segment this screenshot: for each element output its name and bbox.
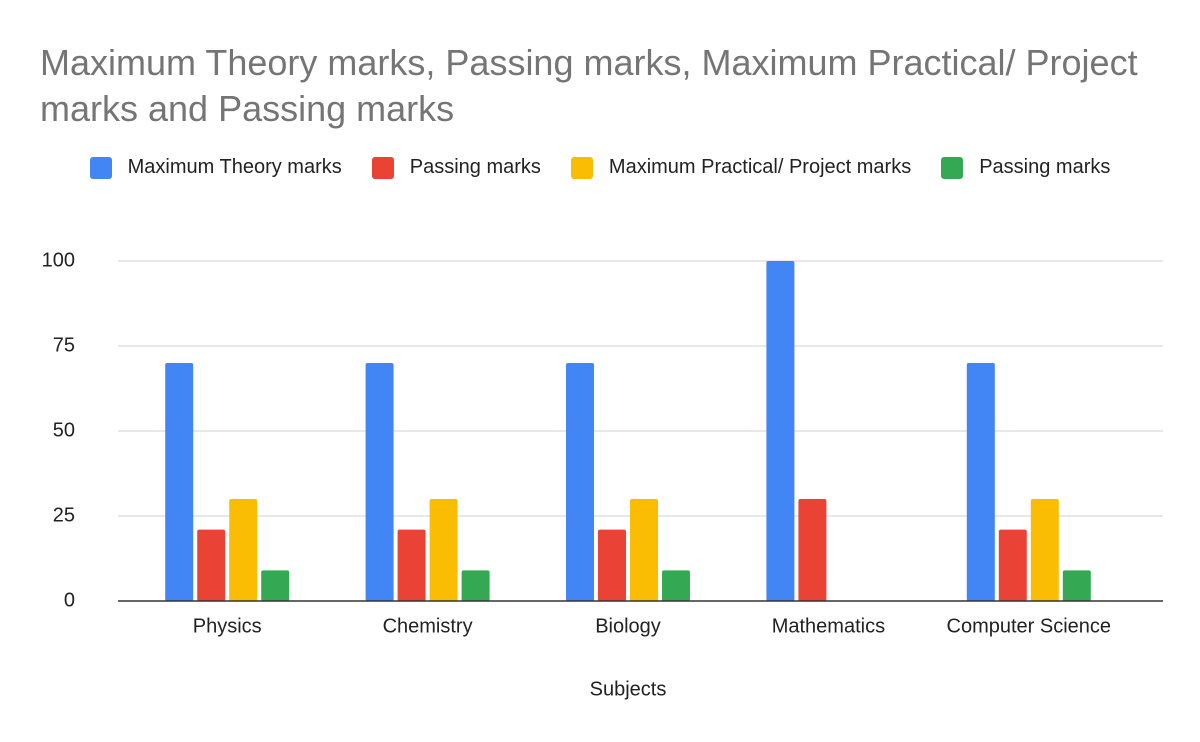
legend-swatch xyxy=(941,156,964,179)
bar xyxy=(365,363,394,601)
legend: Maximum Theory marks Passing marks Maximum… xyxy=(60,156,1140,179)
bar xyxy=(966,363,995,601)
x-tick-label: Mathematics xyxy=(772,615,885,637)
bar xyxy=(662,570,690,601)
bar xyxy=(397,529,426,601)
x-tick-label: Chemistry xyxy=(383,615,473,637)
bar xyxy=(165,363,194,601)
legend-label: Maximum Theory marks xyxy=(127,156,342,178)
x-tick-label: Biology xyxy=(595,615,661,637)
bar xyxy=(261,570,290,601)
y-tick-label: 25 xyxy=(53,504,75,526)
x-axis-title: Subjects xyxy=(590,678,667,700)
legend-swatch xyxy=(570,156,593,179)
x-tick-label: Physics xyxy=(193,615,262,637)
bar xyxy=(998,529,1027,601)
y-tick-label: 75 xyxy=(53,334,75,356)
bar xyxy=(630,499,658,601)
bar xyxy=(766,261,795,601)
bar xyxy=(197,529,226,601)
legend-item: Passing marks xyxy=(941,156,1110,179)
bar xyxy=(566,363,594,601)
bar xyxy=(461,570,490,601)
bar xyxy=(798,499,827,601)
x-tick-label: Computer Science xyxy=(947,615,1112,637)
bar xyxy=(1030,499,1059,601)
y-tick-label: 50 xyxy=(53,419,75,441)
legend-label: Passing marks xyxy=(409,156,541,178)
legend-item: Maximum Practical/ Project marks xyxy=(570,156,912,179)
legend-label: Maximum Practical/ Project marks xyxy=(608,156,912,178)
legend-item: Passing marks xyxy=(371,156,541,179)
legend-item: Maximum Theory marks xyxy=(89,156,342,179)
chart-title: Maximum Theory marks, Passing marks, Max… xyxy=(40,42,1138,129)
legend-swatch xyxy=(371,156,394,179)
legend-swatch xyxy=(89,156,112,179)
y-tick-label: 0 xyxy=(64,589,75,611)
y-tick-label: 100 xyxy=(42,249,75,271)
bar xyxy=(429,499,458,601)
bar xyxy=(229,499,258,601)
bar xyxy=(598,529,626,601)
legend-label: Passing marks xyxy=(979,156,1111,178)
bar xyxy=(1062,570,1091,601)
